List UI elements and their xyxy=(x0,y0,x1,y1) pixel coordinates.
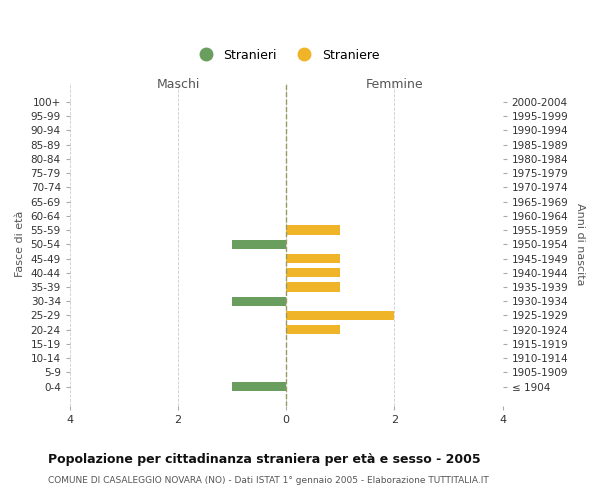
Bar xyxy=(232,296,286,306)
Bar xyxy=(286,268,340,278)
Bar xyxy=(286,282,340,292)
Bar xyxy=(286,254,340,263)
Y-axis label: Anni di nascita: Anni di nascita xyxy=(575,203,585,285)
Text: Femmine: Femmine xyxy=(365,78,423,90)
Bar xyxy=(286,311,394,320)
Legend: Stranieri, Straniere: Stranieri, Straniere xyxy=(188,44,384,66)
Text: Maschi: Maschi xyxy=(157,78,200,90)
Bar xyxy=(232,382,286,392)
Bar xyxy=(286,325,340,334)
Bar xyxy=(232,240,286,249)
Text: Popolazione per cittadinanza straniera per età e sesso - 2005: Popolazione per cittadinanza straniera p… xyxy=(48,452,481,466)
Bar xyxy=(286,226,340,234)
Y-axis label: Fasce di età: Fasce di età xyxy=(15,211,25,278)
Text: COMUNE DI CASALEGGIO NOVARA (NO) - Dati ISTAT 1° gennaio 2005 - Elaborazione TUT: COMUNE DI CASALEGGIO NOVARA (NO) - Dati … xyxy=(48,476,489,485)
